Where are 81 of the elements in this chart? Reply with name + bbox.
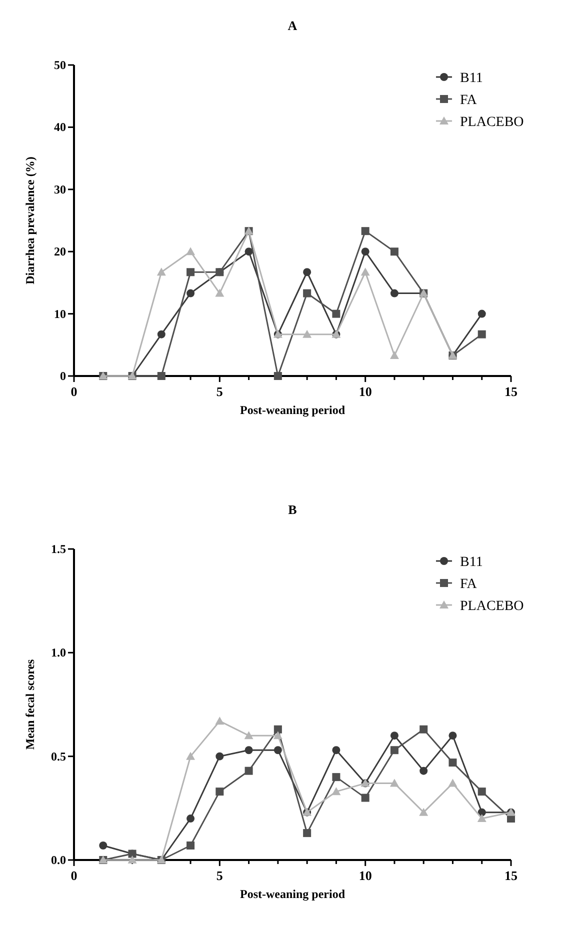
x-axis-title: Post-weaning period bbox=[240, 887, 346, 901]
point bbox=[157, 372, 166, 380]
point bbox=[244, 746, 253, 754]
point bbox=[215, 288, 224, 297]
x-tick-label: 5 bbox=[216, 868, 224, 883]
point bbox=[332, 773, 340, 782]
legend-label: B11 bbox=[460, 71, 483, 86]
point bbox=[186, 752, 196, 760]
point bbox=[360, 268, 370, 276]
point bbox=[303, 289, 312, 298]
point bbox=[361, 248, 370, 256]
y-tick-label: 0.0 bbox=[51, 853, 66, 867]
x-tick-label: 15 bbox=[504, 384, 518, 399]
y-tick-label: 10 bbox=[54, 306, 66, 321]
point bbox=[420, 725, 428, 734]
point bbox=[302, 330, 312, 338]
chart-title: B bbox=[288, 502, 298, 517]
point bbox=[273, 731, 282, 740]
x-tick-label: 10 bbox=[358, 868, 372, 883]
y-tick-label: 20 bbox=[54, 244, 66, 259]
point bbox=[216, 788, 224, 796]
point bbox=[186, 247, 196, 256]
legend-label: PLACEBO bbox=[460, 599, 524, 614]
point bbox=[332, 787, 341, 796]
point bbox=[361, 794, 370, 802]
point bbox=[390, 248, 398, 256]
point bbox=[244, 766, 253, 775]
point bbox=[215, 716, 224, 725]
point bbox=[274, 746, 282, 754]
point bbox=[186, 289, 195, 298]
legend-label: B11 bbox=[460, 555, 483, 570]
point bbox=[390, 350, 399, 359]
point bbox=[477, 814, 486, 822]
point bbox=[419, 808, 428, 816]
point bbox=[478, 330, 486, 338]
point bbox=[274, 372, 282, 380]
point bbox=[478, 788, 486, 796]
point bbox=[186, 814, 195, 823]
point bbox=[99, 841, 108, 850]
point bbox=[332, 746, 340, 754]
y-axis-title: Diarrhea prevalence (%) bbox=[23, 156, 37, 284]
point bbox=[390, 778, 399, 787]
legend-label: FA bbox=[460, 577, 478, 592]
x-tick-label: 0 bbox=[70, 384, 78, 399]
x-tick-label: 10 bbox=[358, 384, 372, 399]
point bbox=[303, 268, 312, 276]
point bbox=[244, 731, 254, 740]
point bbox=[244, 248, 253, 256]
y-tick-label: 40 bbox=[54, 120, 66, 134]
x-tick-label: 5 bbox=[216, 384, 224, 399]
legend-label: FA bbox=[460, 93, 478, 108]
y-tick-label: 0 bbox=[60, 369, 66, 383]
point bbox=[186, 268, 195, 276]
point bbox=[420, 766, 428, 775]
point bbox=[128, 856, 137, 864]
point bbox=[186, 841, 195, 850]
y-axis-title: Mean fecal scores bbox=[23, 658, 37, 750]
point bbox=[332, 310, 340, 318]
point bbox=[448, 732, 457, 740]
point bbox=[448, 778, 458, 787]
y-tick-label: 1.0 bbox=[51, 646, 66, 660]
chart-title: A bbox=[288, 18, 298, 33]
y-tick-label: 0.5 bbox=[51, 749, 66, 764]
legend-label: PLACEBO bbox=[460, 115, 524, 130]
point bbox=[156, 268, 166, 276]
x-axis-title: Post-weaning period bbox=[240, 403, 346, 417]
point bbox=[274, 725, 282, 734]
y-tick-label: 1.5 bbox=[51, 542, 66, 556]
point bbox=[448, 758, 457, 767]
point bbox=[361, 227, 370, 236]
point bbox=[390, 732, 398, 740]
point bbox=[216, 752, 224, 760]
x-tick-label: 0 bbox=[70, 868, 78, 883]
y-tick-label: 50 bbox=[54, 58, 66, 72]
point bbox=[390, 289, 398, 298]
point bbox=[390, 746, 398, 754]
point bbox=[157, 330, 166, 338]
point bbox=[478, 310, 486, 318]
x-tick-label: 15 bbox=[504, 868, 518, 883]
point bbox=[303, 829, 312, 838]
y-tick-label: 30 bbox=[54, 182, 66, 196]
